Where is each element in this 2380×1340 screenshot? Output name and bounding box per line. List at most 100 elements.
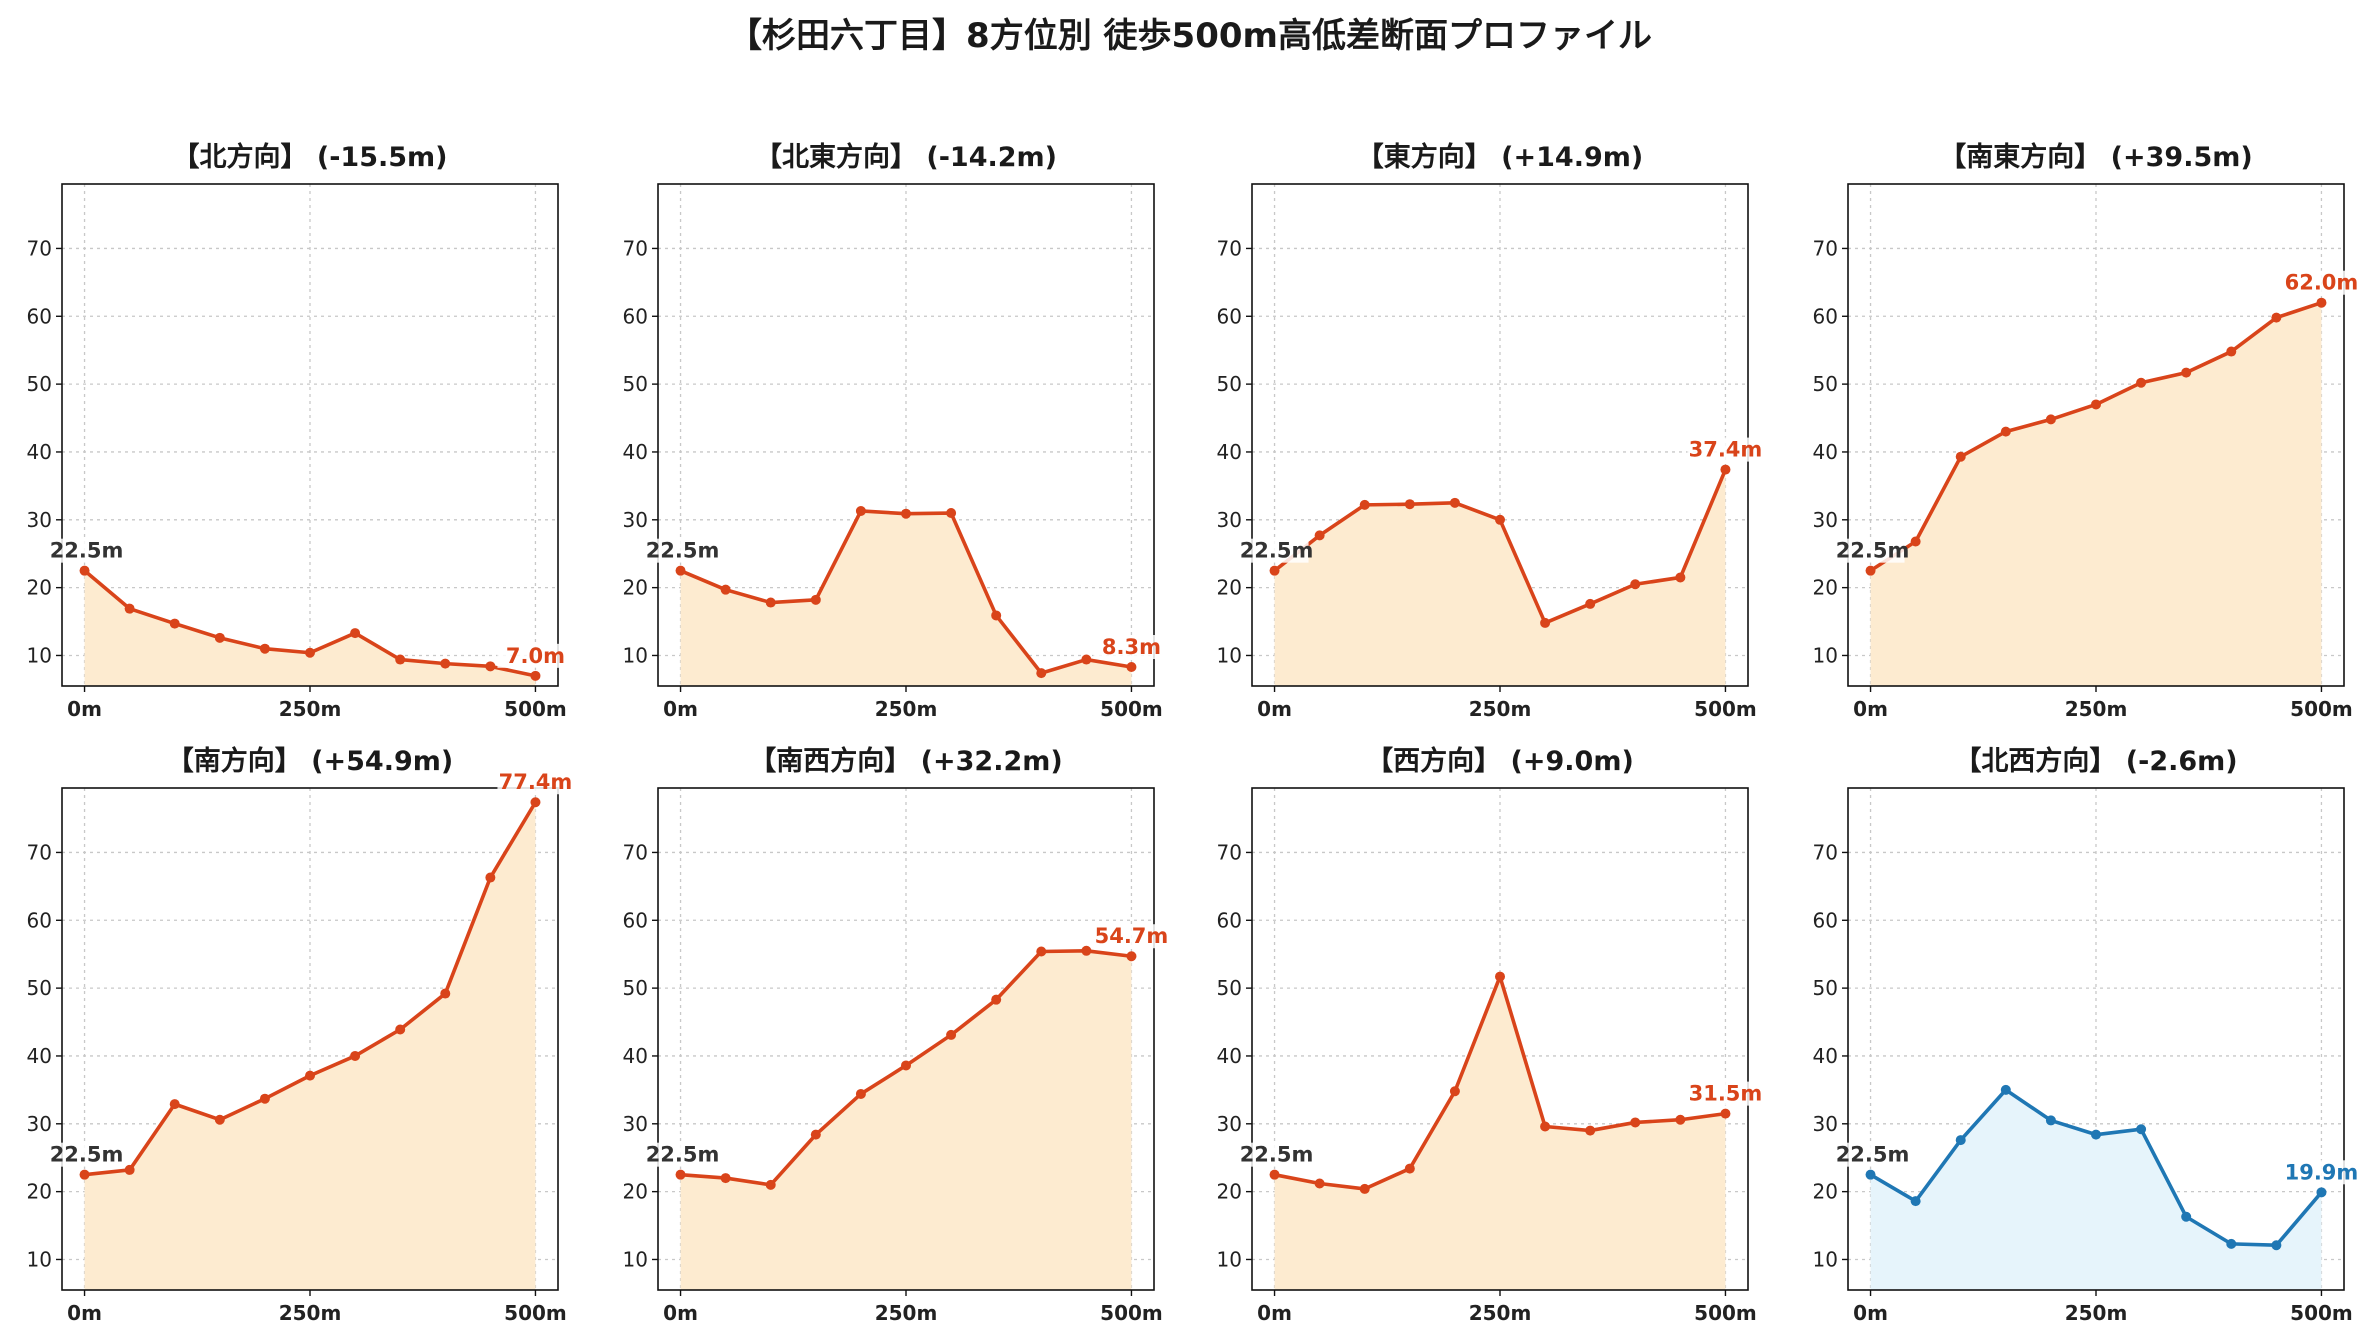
y-tick-label: 30 [623,508,648,532]
data-point [1540,1121,1551,1132]
x-tick-label: 250m [2065,697,2128,721]
start-value-label: 22.5m [646,1143,720,1167]
data-point [1404,499,1415,510]
x-tick-label: 250m [1469,697,1532,721]
start-value-label: 22.5m [1836,539,1910,563]
y-tick-label: 50 [1217,372,1242,396]
y-tick-label: 10 [27,643,52,667]
data-point [2136,377,2147,388]
data-point [1269,1169,1280,1180]
y-tick-label: 10 [1217,643,1242,667]
series-area [1274,469,1726,686]
data-point [1449,1086,1460,1097]
data-point [855,505,866,516]
series-area [1870,1089,2322,1290]
data-point [1359,1183,1370,1194]
panel-4: 10 20 30 40 50 60 70 0m 250m 500m 【南方向】 (+54.9m) 22… [27,745,573,1325]
y-tick-label: 70 [623,236,648,260]
y-tick-label: 50 [27,976,52,1000]
y-tick-label: 60 [1813,304,1838,328]
start-value-label: 22.5m [646,539,720,563]
data-point [214,632,225,643]
series-area [680,510,1132,686]
data-point [1955,1135,1966,1146]
data-point [2271,1240,2282,1251]
y-tick-label: 20 [1217,576,1242,600]
x-tick-label: 250m [279,1301,342,1325]
x-tick-label: 500m [2290,697,2353,721]
y-tick-label: 50 [623,372,648,396]
y-tick-label: 70 [1813,840,1838,864]
y-tick-label: 10 [623,1247,648,1271]
panel-5: 10 20 30 40 50 60 70 0m 250m 500m 【南西方向】 (+32.2m) 2… [623,745,1169,1325]
data-point [2316,297,2327,308]
data-point [1404,1163,1415,1174]
data-point [991,994,1002,1005]
data-point [2136,1124,2147,1135]
start-label-bg [650,538,715,563]
data-point [1314,1178,1325,1189]
y-tick-label: 40 [623,1044,648,1068]
x-tick-label: 500m [504,1301,567,1325]
data-point [1585,1125,1596,1136]
y-tick-label: 60 [623,908,648,932]
data-point [440,658,451,669]
data-point [2091,1129,2101,1140]
data-point [124,603,135,614]
x-tick-label: 500m [1694,1301,1757,1325]
data-point [2000,426,2011,437]
y-tick-label: 70 [623,840,648,864]
y-tick-label: 10 [27,1247,52,1271]
series-area [84,570,536,686]
data-point [2271,312,2282,323]
data-point [946,1029,957,1040]
series-area [1870,302,2322,686]
y-tick-label: 30 [1217,508,1242,532]
y-tick-label: 30 [27,508,52,532]
end-value-label: 19.9m [2285,1160,2359,1184]
data-point [259,1093,270,1104]
panel-title: 【北西方向】 (-2.6m) [1954,745,2237,777]
y-tick-label: 40 [27,440,52,464]
data-point [1865,1169,1876,1180]
y-tick-label: 70 [1217,236,1242,260]
x-tick-label: 250m [1469,1301,1532,1325]
end-value-label: 8.3m [1102,635,1161,659]
y-tick-label: 20 [623,576,648,600]
data-point [305,647,315,658]
end-label-bg [497,643,572,668]
data-point [485,661,496,672]
panel-0: 10 20 30 40 50 60 70 0m 250m 500m 【北方向】 (-15.5m) 22… [27,141,572,721]
data-point [350,628,361,639]
y-tick-label: 20 [27,576,52,600]
data-point [1126,662,1137,673]
data-point [1630,579,1641,590]
panel-3: 10 20 30 40 50 60 70 0m 250m 500m 【南東方向】 (+39.5m) 2… [1813,141,2359,721]
start-label-bg [1244,1142,1309,1167]
end-value-label: 62.0m [2285,271,2359,295]
x-tick-label: 0m [67,697,102,721]
x-tick-label: 0m [663,1301,698,1325]
data-point [440,988,451,999]
y-tick-label: 40 [1813,1044,1838,1068]
data-point [1540,617,1551,628]
data-point [214,1114,225,1125]
y-tick-label: 40 [623,440,648,464]
y-tick-label: 30 [27,1112,52,1136]
data-point [1630,1117,1641,1128]
start-label-bg [54,1142,119,1167]
start-value-label: 22.5m [1240,539,1314,563]
data-point [991,610,1002,621]
end-label-bg [1687,437,1762,462]
x-tick-label: 0m [663,697,698,721]
start-label-bg [54,538,119,563]
end-label-bg [497,770,572,795]
y-tick-label: 50 [1217,976,1242,1000]
start-value-label: 22.5m [1240,1143,1314,1167]
data-point [2045,1115,2056,1126]
panel-2: 10 20 30 40 50 60 70 0m 250m 500m 【東方向】 (+14.9m) 22… [1217,141,1763,721]
x-tick-label: 0m [1853,697,1888,721]
chart-suptitle: 【杉田六丁目】8方位別 徒歩500m高低差断面プロファイル [728,16,1652,56]
data-point [1910,1196,1921,1207]
data-point [1449,497,1460,508]
